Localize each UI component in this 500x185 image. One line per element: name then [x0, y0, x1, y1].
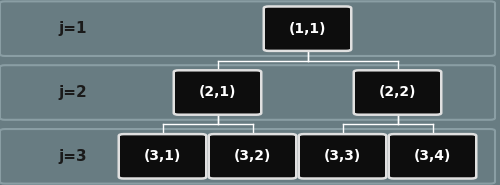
- FancyBboxPatch shape: [0, 65, 495, 120]
- FancyBboxPatch shape: [264, 6, 351, 51]
- FancyBboxPatch shape: [299, 134, 386, 179]
- FancyBboxPatch shape: [209, 134, 296, 179]
- FancyBboxPatch shape: [174, 70, 261, 115]
- FancyBboxPatch shape: [354, 70, 442, 115]
- Text: j=1: j=1: [58, 21, 87, 36]
- FancyBboxPatch shape: [389, 134, 476, 179]
- Text: (3,4): (3,4): [414, 149, 451, 163]
- Text: (2,2): (2,2): [379, 85, 416, 100]
- Text: j=3: j=3: [58, 149, 87, 164]
- FancyBboxPatch shape: [0, 1, 495, 56]
- Text: j=2: j=2: [58, 85, 87, 100]
- FancyBboxPatch shape: [0, 129, 495, 184]
- Text: (1,1): (1,1): [289, 22, 326, 36]
- Text: (2,1): (2,1): [199, 85, 236, 100]
- Text: (3,3): (3,3): [324, 149, 361, 163]
- Text: (3,2): (3,2): [234, 149, 271, 163]
- Text: (3,1): (3,1): [144, 149, 181, 163]
- FancyBboxPatch shape: [119, 134, 206, 179]
